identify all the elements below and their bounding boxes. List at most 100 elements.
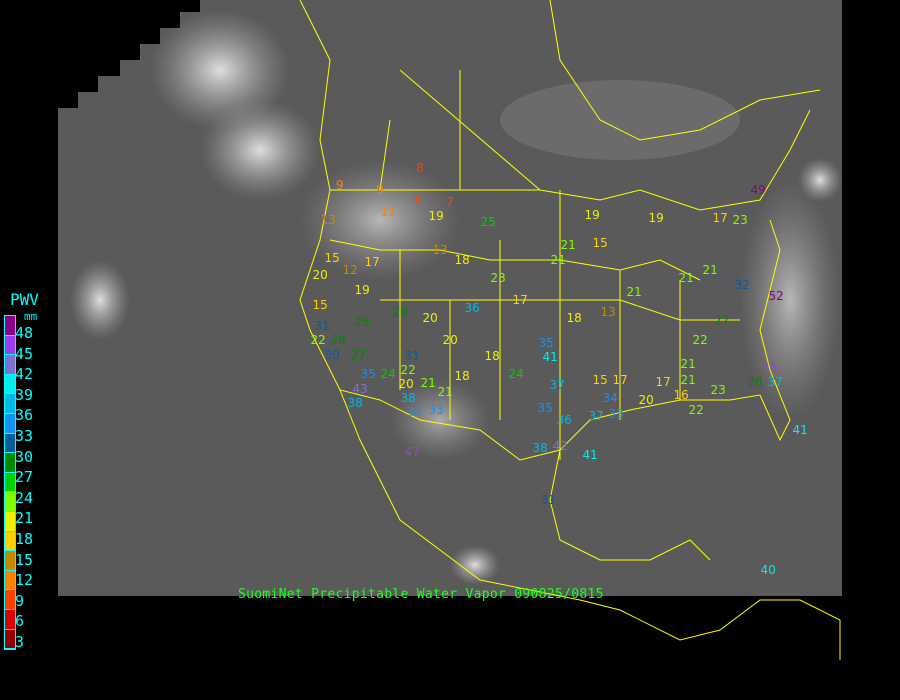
station-pwv-value: 20 bbox=[312, 268, 328, 282]
station-pwv-value: 20 bbox=[442, 333, 458, 347]
station-pwv-value: 38 bbox=[400, 391, 416, 405]
station-pwv-value: 21 bbox=[626, 285, 642, 299]
station-pwv-value: 20 bbox=[638, 393, 654, 407]
station-pwv-value: 45 bbox=[762, 361, 778, 375]
station-pwv-value: 37 bbox=[549, 378, 565, 392]
legend-bin bbox=[5, 374, 15, 395]
legend-bin bbox=[5, 335, 15, 356]
station-pwv-value: 24 bbox=[380, 367, 396, 381]
legend-tick: 3 bbox=[15, 633, 25, 651]
station-pwv-value: 19 bbox=[428, 209, 444, 223]
station-pwv-value: 17 bbox=[364, 255, 380, 269]
station-pwv-value: 32 bbox=[734, 278, 750, 292]
legend-tick: 18 bbox=[15, 530, 34, 548]
legend-title: PWV bbox=[10, 290, 39, 309]
legend-bin bbox=[5, 492, 15, 512]
station-pwv-value: 49 bbox=[750, 183, 766, 197]
station-pwv-value: 35 bbox=[538, 336, 554, 350]
station-pwv-value: 6 bbox=[414, 193, 422, 207]
legend-bin bbox=[5, 511, 15, 532]
legend-bin bbox=[5, 355, 15, 375]
station-pwv-value: 17 bbox=[612, 373, 628, 387]
legend-bin bbox=[5, 590, 15, 610]
station-pwv-value: 13 bbox=[600, 305, 616, 319]
legend-bin bbox=[5, 551, 15, 571]
station-pwv-value: 20 bbox=[398, 377, 414, 391]
station-pwv-value: 28 bbox=[747, 375, 763, 389]
legend-bin bbox=[5, 453, 15, 473]
station-pwv-value: 21 bbox=[680, 373, 696, 387]
station-pwv-value: 38 bbox=[532, 441, 548, 455]
station-pwv-value: 18 bbox=[484, 349, 500, 363]
station-pwv-value: 27 bbox=[350, 348, 366, 362]
station-pwv-value: 22 bbox=[310, 333, 326, 347]
station-pwv-value: 9 bbox=[336, 178, 344, 192]
legend-tick: 21 bbox=[15, 509, 34, 528]
color-legend bbox=[4, 315, 16, 651]
station-pwv-value: 30 bbox=[324, 348, 340, 362]
station-pwv-value: 19 bbox=[584, 208, 600, 222]
station-pwv-value: 41 bbox=[792, 423, 808, 437]
station-pwv-value: 35 bbox=[537, 401, 553, 415]
legend-bin bbox=[5, 570, 15, 591]
station-pwv-value: 28 bbox=[354, 315, 370, 329]
station-pwv-value: 23 bbox=[490, 271, 506, 285]
station-pwv-value: 22 bbox=[400, 363, 416, 377]
legend-tick: 48 bbox=[15, 324, 34, 342]
legend-tick: 30 bbox=[15, 447, 34, 466]
station-pwv-value: 37 bbox=[767, 375, 783, 389]
station-pwv-value: 13 bbox=[432, 243, 448, 257]
map-caption: SuomiNet Precipitable Water Vapor 090825… bbox=[238, 587, 604, 602]
station-pwv-value: 17 bbox=[512, 293, 528, 307]
station-pwv-value: 15 bbox=[592, 236, 608, 250]
station-pwv-value: 29 bbox=[392, 305, 408, 319]
legend-tick: 39 bbox=[15, 385, 34, 404]
station-pwv-value: 29 bbox=[330, 333, 346, 347]
legend-tick: 6 bbox=[15, 612, 25, 631]
legend-tick: 33 bbox=[15, 427, 34, 445]
station-pwv-value: 37 bbox=[588, 409, 604, 423]
station-pwv-value: 21 bbox=[420, 376, 436, 390]
station-pwv-value: 15 bbox=[324, 251, 340, 265]
station-pwv-value: 7 bbox=[446, 195, 454, 209]
station-pwv-value: 27 bbox=[714, 313, 730, 327]
station-pwv-value: 21 bbox=[550, 253, 566, 267]
station-pwv-value: 41 bbox=[582, 448, 598, 462]
legend-bin bbox=[5, 629, 15, 650]
station-pwv-value: 17 bbox=[655, 375, 671, 389]
station-pwv-value: 15 bbox=[592, 373, 608, 387]
political-borders bbox=[299, 0, 841, 660]
legend-bin bbox=[5, 413, 15, 434]
station-pwv-value: 18 bbox=[454, 253, 470, 267]
station-pwv-value: 18 bbox=[454, 369, 470, 383]
legend-tick: 15 bbox=[15, 550, 34, 569]
station-pwv-value: 42 bbox=[552, 439, 568, 453]
station-pwv-value: 33 bbox=[608, 407, 624, 421]
station-pwv-value: 22 bbox=[688, 403, 704, 417]
station-pwv-value: 21 bbox=[702, 263, 718, 277]
station-pwv-value: 12 bbox=[342, 263, 358, 277]
legend-bin bbox=[5, 394, 15, 414]
station-pwv-value: 16 bbox=[673, 388, 689, 402]
station-pwv-value: 19 bbox=[648, 211, 664, 225]
legend-tick: 12 bbox=[15, 571, 34, 590]
station-pwv-value: 13 bbox=[320, 213, 336, 227]
station-pwv-value: 33 bbox=[428, 403, 444, 417]
station-pwv-value: 41 bbox=[542, 350, 558, 364]
station-pwv-value: 52 bbox=[768, 289, 784, 303]
station-pwv-value: 38 bbox=[347, 396, 363, 410]
station-pwv-value: 36 bbox=[556, 413, 572, 427]
station-pwv-value: 23 bbox=[732, 213, 748, 227]
station-pwv-value: 8 bbox=[416, 161, 424, 175]
legend-bin bbox=[5, 472, 15, 493]
station-pwv-value: 20 bbox=[422, 311, 438, 325]
station-pwv-value: 31 bbox=[404, 349, 420, 363]
station-pwv-value: 43 bbox=[352, 382, 368, 396]
station-pwv-value: 17 bbox=[712, 211, 728, 225]
legend-tick: 9 bbox=[15, 591, 25, 610]
station-pwv-value: 22 bbox=[692, 333, 708, 347]
station-pwv-value: 9 bbox=[376, 183, 384, 197]
station-pwv-value: 21 bbox=[678, 271, 694, 285]
station-pwv-value: 40 bbox=[760, 563, 776, 577]
station-pwv-value: 18 bbox=[566, 311, 582, 325]
